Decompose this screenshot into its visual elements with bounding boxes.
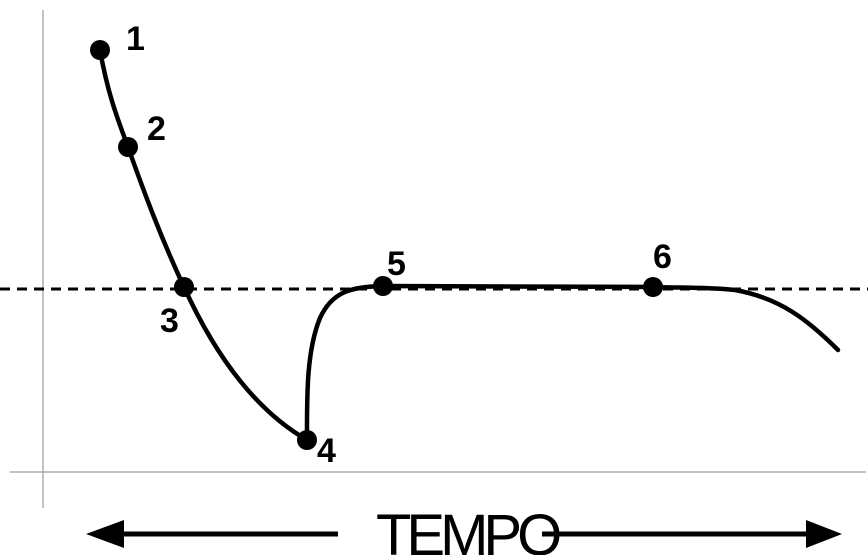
point-5-label: 5 (387, 245, 406, 283)
point-6-marker (643, 277, 663, 297)
time-arrow-right-head (806, 520, 842, 548)
point-3-marker (174, 277, 194, 297)
point-2-marker (118, 137, 138, 157)
process-curve (97, 47, 841, 443)
point-6-label: 6 (653, 238, 672, 276)
point-4-marker (297, 430, 317, 450)
point-2-label: 2 (147, 110, 166, 148)
time-arrow-left-head (86, 520, 124, 548)
point-5-marker (373, 276, 393, 296)
point-4-label: 4 (317, 432, 336, 470)
time-axis-title: TEMPO (376, 503, 560, 555)
point-1-label: 1 (126, 20, 145, 58)
point-3-label: 3 (160, 302, 179, 340)
point-1-marker (90, 40, 110, 60)
